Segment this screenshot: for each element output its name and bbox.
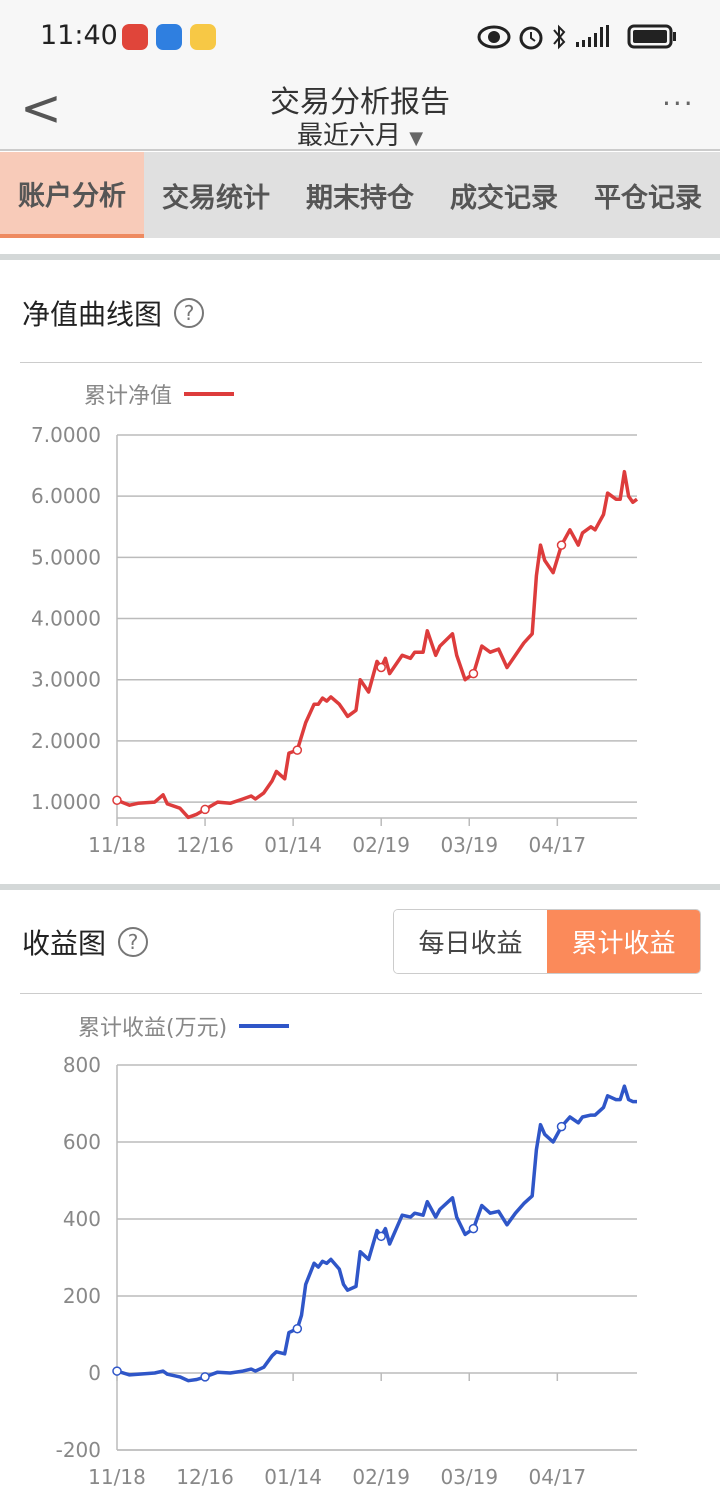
series-line bbox=[116, 1084, 637, 1383]
gain-chart-title: 收益图 bbox=[22, 927, 107, 960]
legend-swatch bbox=[184, 392, 235, 396]
data-marker bbox=[112, 1366, 122, 1376]
tab-account-analysis[interactable]: 账户分析 bbox=[0, 152, 144, 238]
data-marker bbox=[468, 668, 479, 679]
y-tick-label: 400 bbox=[63, 1207, 101, 1231]
data-marker bbox=[200, 1372, 210, 1382]
help-icon[interactable]: ? bbox=[118, 927, 149, 957]
data-marker bbox=[292, 745, 303, 755]
y-tick-label: 200 bbox=[63, 1284, 101, 1308]
x-tick-label: 03/19 bbox=[440, 1465, 498, 1489]
period-label: 最近六月 bbox=[296, 121, 401, 151]
gain-chart: -200 0 200 400 600 800 11/18 12/16 01/14 02/19 03/… bbox=[56, 1053, 637, 1489]
y-tick-label: 4.0000 bbox=[31, 607, 101, 631]
x-tick-label: 12/16 bbox=[176, 833, 234, 857]
data-marker bbox=[200, 804, 210, 815]
section-gain-title: 收益图 ? bbox=[22, 922, 149, 962]
data-marker bbox=[376, 1231, 386, 1242]
nav-chart-title: 净值曲线图 bbox=[22, 298, 163, 331]
status-icons bbox=[477, 24, 676, 50]
clock: 11:40 bbox=[40, 20, 118, 51]
data-marker bbox=[556, 1121, 567, 1132]
app-header: < 交易分析报告 最近六月 ▼ ··· bbox=[0, 75, 720, 151]
tab-trade-stats[interactable]: 交易统计 bbox=[162, 182, 270, 214]
divider bbox=[20, 993, 702, 994]
x-tick-label: 02/19 bbox=[352, 1465, 410, 1489]
legend: 累计净值 bbox=[84, 378, 235, 410]
y-tick-label: 6.0000 bbox=[31, 484, 101, 508]
legend-swatch bbox=[239, 1024, 290, 1028]
alarm-icon bbox=[519, 26, 543, 50]
cumulative-gain-button[interactable]: 累计收益 bbox=[547, 910, 700, 973]
section-separator bbox=[0, 254, 720, 260]
legend: 累计收益(万元) bbox=[78, 1010, 290, 1042]
x-tick-label: 12/16 bbox=[176, 1465, 234, 1489]
daily-gain-button[interactable]: 每日收益 bbox=[394, 910, 547, 973]
data-marker bbox=[112, 795, 122, 806]
tab-bar: 账户分析 交易统计 期末持仓 成交记录 平仓记录 bbox=[0, 152, 720, 238]
x-tick-label: 02/19 bbox=[352, 833, 410, 857]
series-line bbox=[116, 469, 639, 820]
tab-positions[interactable]: 期末持仓 bbox=[306, 182, 414, 214]
data-marker bbox=[556, 540, 567, 550]
x-tick-label: 04/17 bbox=[529, 833, 587, 857]
data-marker bbox=[468, 1223, 479, 1234]
battery-icon bbox=[627, 24, 676, 49]
y-tick-label: 0 bbox=[88, 1361, 101, 1385]
app-notification-icon bbox=[156, 24, 182, 50]
page-title: 交易分析报告 bbox=[270, 85, 450, 120]
nav-chart: 1.0000 2.0000 3.0000 4.0000 5.0000 6.0000 7.00… bbox=[31, 423, 639, 857]
x-tick-label: 01/14 bbox=[264, 1465, 322, 1489]
y-tick-label: 3.0000 bbox=[31, 668, 101, 692]
y-tick-label: 600 bbox=[63, 1130, 101, 1154]
period-selector[interactable]: 最近六月 ▼ bbox=[0, 115, 720, 152]
y-tick-label: 800 bbox=[63, 1053, 101, 1077]
help-icon[interactable]: ? bbox=[174, 298, 205, 328]
x-tick-label: 11/18 bbox=[88, 833, 146, 857]
bluetooth-icon bbox=[553, 24, 566, 50]
y-tick-label: 5.0000 bbox=[31, 545, 101, 569]
tab-closed[interactable]: 平仓记录 bbox=[594, 182, 702, 214]
x-tick-label: 04/17 bbox=[529, 1465, 587, 1489]
y-tick-label: -200 bbox=[56, 1438, 101, 1462]
legend-label: 累计收益(万元) bbox=[78, 1016, 228, 1041]
weibo-icon bbox=[190, 24, 216, 50]
tab-fills[interactable]: 成交记录 bbox=[450, 182, 558, 214]
more-button[interactable]: ··· bbox=[662, 87, 695, 120]
gain-mode-toggle: 每日收益 累计收益 bbox=[393, 909, 701, 974]
status-bar: 11:40 bbox=[0, 0, 720, 75]
y-tick-label: 2.0000 bbox=[31, 729, 101, 753]
divider bbox=[20, 362, 702, 363]
signal-icon bbox=[576, 25, 609, 47]
x-tick-label: 01/14 bbox=[264, 833, 322, 857]
x-tick-label: 03/19 bbox=[440, 833, 498, 857]
y-tick-label: 1.0000 bbox=[31, 790, 101, 814]
section-separator bbox=[0, 884, 720, 890]
caret-down-icon: ▼ bbox=[409, 128, 424, 149]
section-nav-title: 净值曲线图 ? bbox=[22, 293, 205, 333]
eye-icon bbox=[477, 25, 511, 49]
y-tick-label: 7.0000 bbox=[31, 423, 101, 447]
back-button[interactable]: < bbox=[20, 79, 62, 137]
app-notification-icon bbox=[122, 24, 148, 50]
data-marker bbox=[376, 662, 386, 673]
legend-label: 累计净值 bbox=[84, 384, 173, 409]
data-marker bbox=[292, 1323, 303, 1334]
x-tick-label: 11/18 bbox=[88, 1465, 146, 1489]
